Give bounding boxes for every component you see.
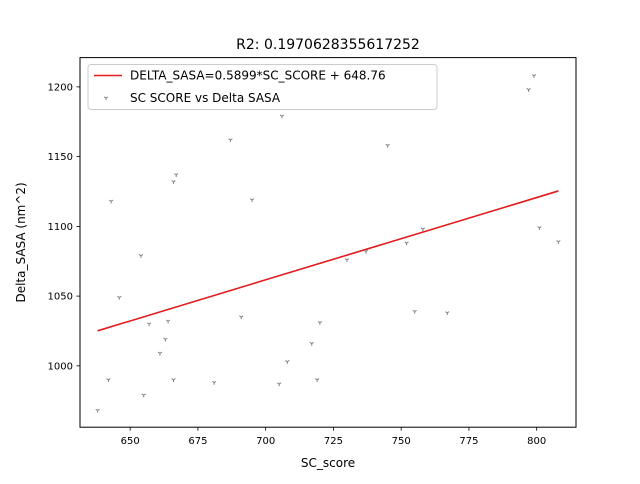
chart-title: R2: 0.1970628355617252	[236, 37, 420, 53]
legend-label-scatter: SC SCORE vs Delta SASA	[130, 91, 281, 105]
legend: DELTA_SASA=0.5899*SC_SCORE + 648.76 SC SC…	[87, 64, 438, 110]
data-point	[385, 143, 390, 148]
legend-box	[87, 64, 438, 110]
data-point	[404, 241, 409, 246]
data-point	[95, 408, 100, 413]
data-point	[146, 322, 152, 327]
x-tick-label: 775	[459, 436, 478, 447]
data-point	[165, 319, 171, 324]
data-point	[309, 341, 314, 346]
data-point	[117, 295, 122, 300]
y-axis: 1000 1050 1100 1150 1200	[48, 82, 80, 372]
data-point	[106, 378, 111, 382]
data-point	[171, 180, 176, 184]
data-point	[445, 311, 450, 316]
data-point	[141, 393, 146, 398]
regression-line	[97, 190, 559, 332]
data-point	[317, 320, 323, 325]
data-point	[109, 199, 114, 204]
data-point	[285, 360, 290, 364]
x-tick-label: 675	[188, 436, 207, 447]
x-tick-label: 700	[256, 436, 275, 447]
plot-area	[95, 74, 561, 413]
y-tick-label: 1150	[48, 152, 73, 163]
data-point	[211, 380, 217, 385]
y-tick-label: 1000	[48, 361, 73, 372]
data-point	[344, 258, 350, 263]
legend-label-regression: DELTA_SASA=0.5899*SC_SCORE + 648.76	[130, 69, 386, 83]
y-tick-label: 1050	[48, 292, 73, 303]
x-tick-label: 650	[121, 436, 140, 447]
y-tick-label: 1200	[48, 82, 73, 93]
data-point	[157, 351, 163, 356]
data-point	[174, 173, 179, 177]
data-point	[526, 88, 531, 92]
data-point	[138, 254, 144, 258]
y-axis-label: Delta_SASA (nm^2)	[14, 182, 28, 302]
legend-marker-handle	[103, 96, 109, 101]
y-tick-label: 1100	[48, 222, 73, 233]
axes-frame	[79, 57, 577, 428]
data-point	[531, 74, 537, 78]
x-tick-label: 750	[392, 436, 411, 447]
data-point	[537, 226, 542, 230]
data-point	[163, 337, 168, 342]
data-point	[412, 309, 417, 314]
x-axis: 650 675 700 725 750 775 800	[121, 427, 546, 447]
data-point	[314, 378, 320, 382]
x-axis-label: SC_score	[301, 456, 355, 470]
data-point	[171, 378, 176, 382]
data-point	[556, 240, 561, 244]
data-point	[279, 114, 285, 119]
data-point	[277, 382, 282, 387]
data-point	[239, 315, 244, 320]
data-point	[363, 249, 369, 254]
data-point	[228, 138, 233, 143]
x-tick-label: 800	[527, 436, 546, 447]
x-tick-label: 725	[324, 436, 343, 447]
data-point	[249, 198, 255, 203]
data-point	[420, 227, 426, 232]
